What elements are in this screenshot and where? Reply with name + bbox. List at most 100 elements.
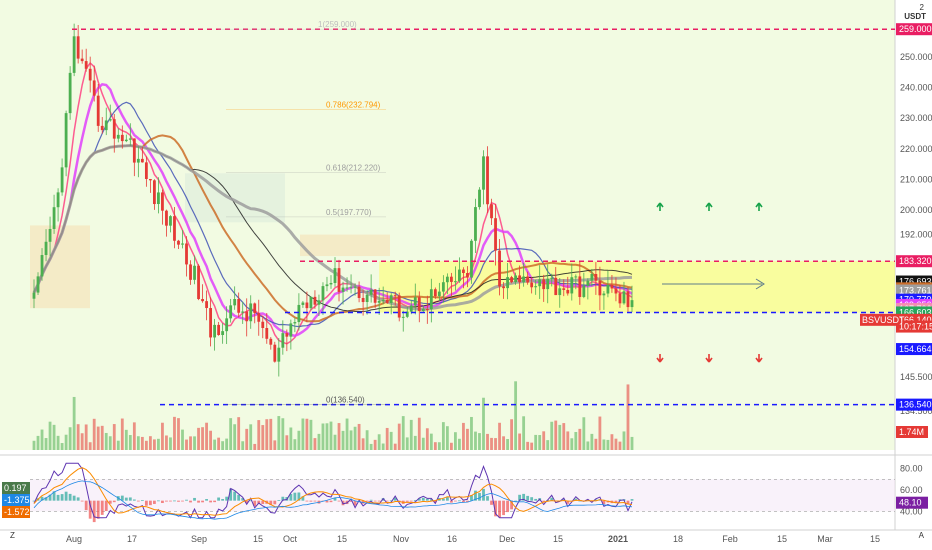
volume-bar bbox=[281, 418, 285, 450]
candle bbox=[140, 158, 144, 163]
price-tag bbox=[896, 23, 932, 36]
candle bbox=[478, 189, 481, 208]
price-pane-background bbox=[0, 0, 895, 450]
candle bbox=[40, 255, 44, 277]
volume-bar bbox=[217, 437, 221, 450]
candle bbox=[173, 216, 176, 241]
zoom-label[interactable]: Z bbox=[10, 531, 15, 540]
candle bbox=[193, 265, 196, 280]
candle bbox=[486, 156, 489, 205]
x-tick-label: Sep bbox=[191, 534, 207, 544]
histogram-bar bbox=[494, 500, 497, 517]
volume-bar bbox=[32, 440, 36, 450]
volume-bar bbox=[401, 416, 405, 450]
candle bbox=[526, 276, 530, 283]
volume-bar bbox=[333, 434, 337, 450]
candle bbox=[401, 316, 405, 318]
candle bbox=[205, 301, 208, 309]
candle bbox=[578, 276, 582, 297]
volume-bar bbox=[518, 433, 522, 450]
candle bbox=[345, 287, 349, 289]
volume-bar bbox=[104, 432, 108, 450]
volume-bar bbox=[542, 431, 546, 450]
volume-bar bbox=[598, 416, 602, 450]
histogram-bar bbox=[305, 500, 309, 502]
candle bbox=[56, 192, 60, 208]
histogram-bar bbox=[526, 495, 530, 501]
histogram-bar bbox=[205, 499, 208, 501]
candle bbox=[614, 288, 618, 294]
volume-bar bbox=[530, 442, 534, 450]
volume-bar bbox=[325, 423, 329, 450]
histogram-bar bbox=[269, 500, 273, 506]
scale-label: 2 bbox=[919, 3, 924, 12]
candle bbox=[197, 265, 200, 300]
volume-bar bbox=[433, 442, 437, 450]
histogram-bar bbox=[201, 500, 204, 503]
candle bbox=[217, 324, 221, 336]
x-tick-label: 15 bbox=[337, 534, 347, 544]
volume-bar bbox=[494, 438, 497, 450]
candle bbox=[32, 292, 36, 299]
volume-bar bbox=[169, 437, 172, 450]
candle bbox=[490, 204, 493, 219]
histogram-bar bbox=[80, 500, 84, 502]
volume-bar bbox=[197, 427, 200, 450]
symbol-tag bbox=[860, 313, 896, 326]
candle bbox=[80, 58, 84, 62]
histogram-bar bbox=[96, 500, 100, 519]
volume-bar bbox=[445, 426, 449, 450]
candle bbox=[421, 309, 425, 311]
candle bbox=[136, 158, 140, 163]
histogram-bar bbox=[44, 497, 48, 501]
candle bbox=[550, 277, 554, 279]
volume-bar bbox=[225, 438, 229, 450]
histogram-bar bbox=[409, 500, 413, 502]
candle bbox=[76, 36, 80, 59]
candle bbox=[622, 291, 626, 304]
price-tag bbox=[896, 284, 932, 297]
fib-label: 0(136.540) bbox=[326, 396, 365, 405]
volume-bar bbox=[124, 429, 128, 450]
candle bbox=[325, 284, 329, 287]
volume-bar bbox=[148, 436, 152, 450]
candle bbox=[630, 300, 634, 308]
candle bbox=[52, 207, 56, 229]
volume-bar bbox=[48, 421, 52, 450]
volume-bar bbox=[245, 428, 249, 450]
candle bbox=[397, 295, 401, 318]
volume-bar bbox=[157, 438, 160, 450]
volume-bar bbox=[293, 439, 297, 450]
candle bbox=[522, 276, 526, 283]
histogram-bar bbox=[421, 497, 425, 501]
volume-bar bbox=[112, 424, 116, 450]
candle bbox=[498, 250, 501, 287]
histogram-bar bbox=[373, 500, 377, 502]
volume-bar bbox=[285, 435, 289, 450]
volume-bar bbox=[441, 422, 445, 450]
histogram-bar bbox=[578, 500, 582, 502]
histogram-bar bbox=[474, 490, 477, 501]
auto-scale-label[interactable]: A bbox=[918, 531, 924, 540]
histogram-bar bbox=[76, 497, 80, 501]
candle bbox=[466, 273, 469, 278]
volume-bar bbox=[177, 418, 180, 450]
histogram-bar bbox=[329, 500, 333, 503]
candle bbox=[494, 218, 497, 251]
candle bbox=[309, 296, 313, 309]
x-tick-label: 18 bbox=[673, 534, 683, 544]
histogram-bar bbox=[52, 491, 56, 501]
histogram-bar bbox=[626, 500, 630, 505]
candle bbox=[213, 324, 217, 338]
oscillator-tag bbox=[896, 496, 928, 509]
price-tag-label: 173.761 bbox=[899, 286, 932, 296]
volume-bar bbox=[253, 443, 257, 450]
volume-bar bbox=[409, 419, 413, 450]
volume-bar bbox=[510, 419, 514, 450]
volume-bar bbox=[566, 431, 570, 450]
candle bbox=[369, 289, 373, 295]
volume-bar bbox=[554, 420, 558, 450]
volume-bar bbox=[76, 424, 80, 450]
